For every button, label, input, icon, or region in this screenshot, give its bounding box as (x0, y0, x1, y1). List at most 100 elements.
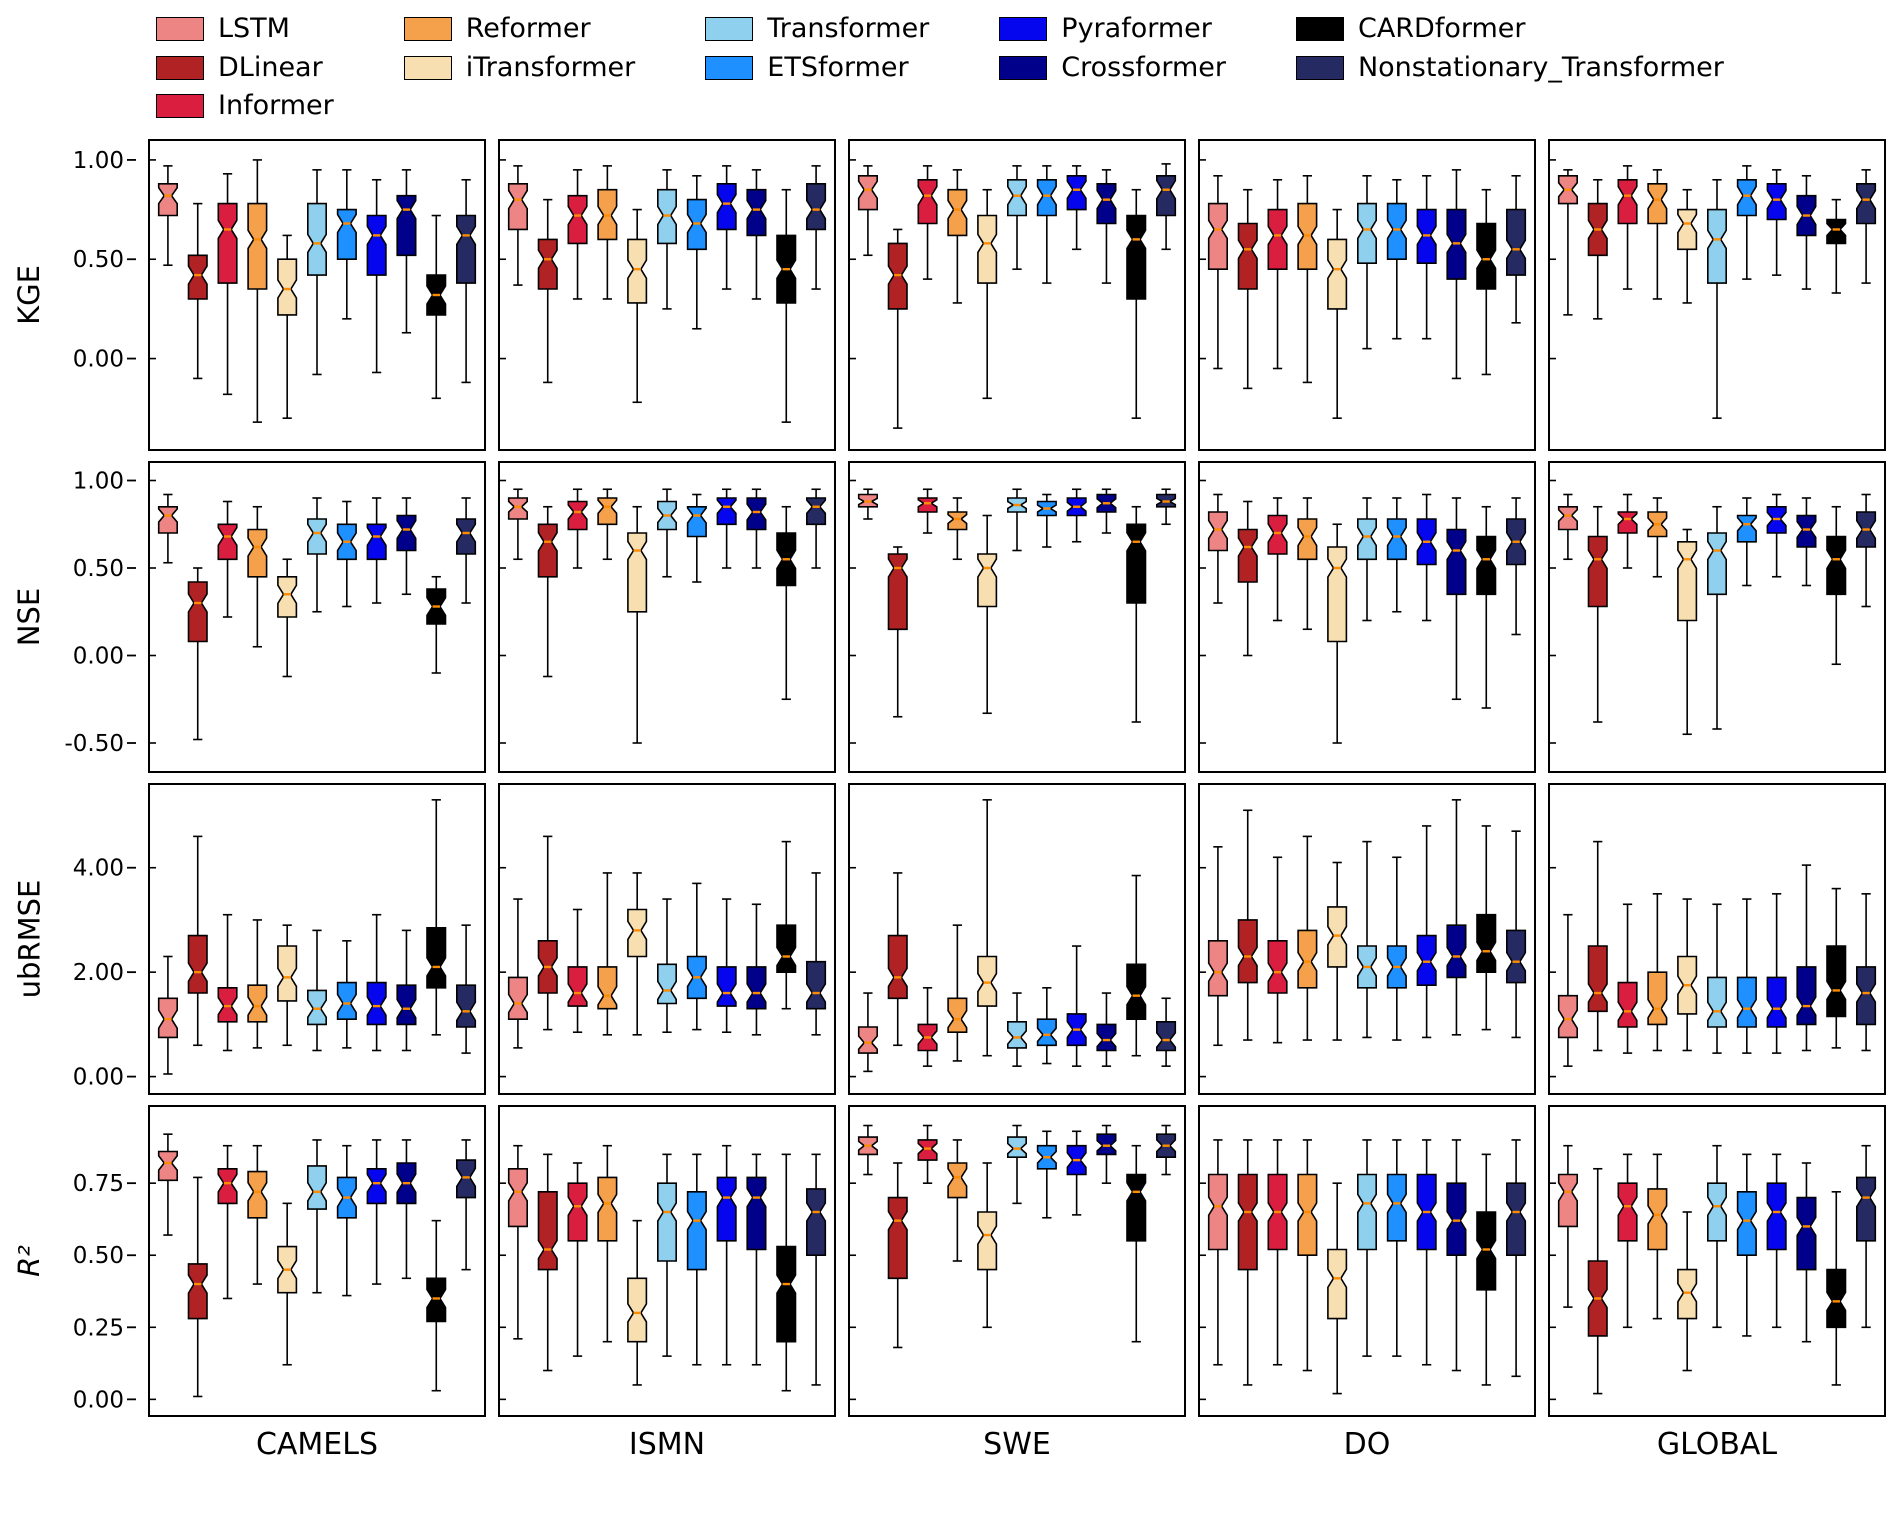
box-Transformer-KGE-SWE (1007, 165, 1027, 271)
box-ETSformer-KGE-CAMELS (336, 169, 357, 320)
yaxis-ubRMSE: 4.00 2.00 0.00 (73, 856, 136, 1091)
legend-label: CARDformer (1357, 13, 1526, 44)
legend-column: Pyraformer Crossformer (999, 14, 1226, 121)
box-Reformer-ubRMSE-SWE (947, 924, 968, 1062)
box-iTransformer-NSE-DO (1327, 523, 1348, 744)
box-iTransformer-KGE-DO (1327, 208, 1348, 420)
box-Transformer-ubRMSE-GLOBAL (1707, 903, 1727, 1054)
box-CARDformer-NSE-ISMN (776, 506, 797, 701)
panel-KGE-GLOBAL (1548, 139, 1886, 452)
box-CARDformer-KGE-SWE (1126, 188, 1147, 420)
box-CARDformer-R2-GLOBAL (1826, 1191, 1847, 1386)
box-Nonstationary_Transformer-ubRMSE-ISMN (805, 872, 827, 1036)
box-Informer-R2-CAMELS (217, 1144, 238, 1300)
box-ETSformer-R2-ISMN (686, 1153, 707, 1366)
panel-NSE-DO (1198, 461, 1536, 774)
box-iTransformer-KGE-GLOBAL (1677, 188, 1698, 304)
box-Reformer-NSE-ISMN (597, 488, 618, 561)
legend-swatch-pyraformer (999, 16, 1048, 41)
box-Nonstationary_Transformer-R2-SWE (1155, 1124, 1177, 1176)
box-ETSformer-ubRMSE-CAMELS (336, 940, 357, 1049)
ytick-label: 0.00 (73, 347, 124, 373)
box-iTransformer-R2-SWE (977, 1162, 998, 1329)
box-LSTM-KGE-CAMELS (157, 165, 179, 267)
box-ETSformer-NSE-SWE (1036, 493, 1057, 548)
panel-R2-GLOBAL (1548, 1105, 1886, 1418)
box-Transformer-R2-CAMELS (307, 1139, 327, 1294)
box-ETSformer-KGE-DO (1386, 179, 1407, 340)
box-ETSformer-NSE-ISMN (686, 493, 707, 583)
dataset-label-do: DO (1343, 1427, 1391, 1463)
panel-ubRMSE-GLOBAL (1548, 783, 1886, 1096)
panel-KGE-CAMELS (148, 139, 486, 452)
box-Reformer-R2-CAMELS (247, 1144, 268, 1285)
box-LSTM-NSE-GLOBAL (1557, 493, 1579, 561)
legend-item-pyraformer: Pyraformer (999, 14, 1226, 44)
box-DLinear-R2-ISMN (537, 1153, 558, 1372)
box-Nonstationary_Transformer-KGE-GLOBAL (1855, 169, 1877, 284)
box-Reformer-NSE-SWE (947, 497, 968, 561)
box-DLinear-R2-CAMELS (187, 1176, 208, 1398)
box-LSTM-KGE-DO (1207, 175, 1229, 370)
box-Informer-ubRMSE-CAMELS (217, 913, 238, 1052)
box-Reformer-R2-ISMN (597, 1144, 618, 1343)
panel-KGE-DO (1198, 139, 1536, 452)
box-DLinear-ubRMSE-ISMN (537, 835, 558, 1031)
box-DLinear-ubRMSE-GLOBAL (1587, 840, 1608, 1052)
box-DLinear-R2-DO (1237, 1139, 1258, 1386)
box-ETSformer-ubRMSE-DO (1386, 856, 1407, 1041)
panel-NSE-CAMELS (148, 461, 486, 774)
box-Informer-ubRMSE-ISMN (567, 908, 588, 1034)
legend-swatch-transformer (705, 16, 754, 41)
legend-item-itransformer: iTransformer (403, 51, 636, 83)
box-Pyraformer-KGE-DO (1416, 175, 1437, 340)
box-Nonstationary_Transformer-NSE-SWE (1155, 488, 1177, 526)
box-Transformer-ubRMSE-DO (1357, 840, 1377, 1039)
boxplot-svg-ubRMSE-ISMN (498, 783, 836, 1096)
box-Transformer-ubRMSE-CAMELS (307, 929, 327, 1052)
box-LSTM-R2-CAMELS (157, 1133, 179, 1236)
box-Reformer-NSE-GLOBAL (1647, 497, 1668, 578)
boxplot-svg-R2-SWE (848, 1105, 1186, 1418)
panel-R2-DO (1198, 1105, 1536, 1418)
box-Reformer-KGE-ISMN (597, 165, 618, 300)
box-iTransformer-KGE-SWE (977, 188, 998, 400)
boxplot-svg-NSE-ISMN (498, 461, 836, 774)
box-iTransformer-ubRMSE-DO (1327, 861, 1348, 1041)
dataset-labels: CAMELS ISMN SWE DO GLOBAL (6, 1427, 1892, 1462)
box-Pyraformer-KGE-ISMN (716, 165, 737, 290)
box-Crossformer-NSE-SWE (1096, 488, 1117, 534)
box-Informer-R2-ISMN (567, 1162, 588, 1357)
ytick-label: 2.00 (73, 960, 124, 986)
box-DLinear-ubRMSE-SWE (887, 872, 908, 1047)
box-LSTM-KGE-GLOBAL (1557, 169, 1579, 316)
box-Informer-R2-SWE (917, 1124, 938, 1185)
box-ETSformer-ubRMSE-GLOBAL (1736, 898, 1757, 1054)
ytick-label: 0.00 (73, 1065, 124, 1091)
metric-label-nse: NSE (12, 587, 46, 647)
legend-swatch-etsformer (705, 55, 754, 80)
panel-ubRMSE-SWE (848, 783, 1186, 1096)
box-Reformer-KGE-GLOBAL (1647, 169, 1668, 300)
row-nse: NSE 1.00 0.50 0.00 -0.50 (6, 461, 1892, 774)
ytick-label: 0.50 (73, 247, 124, 273)
box-Reformer-KGE-SWE (947, 169, 968, 304)
box-DLinear-KGE-GLOBAL (1587, 179, 1608, 320)
box-Crossformer-KGE-ISMN (746, 169, 767, 300)
boxplot-svg-KGE-ISMN (498, 139, 836, 452)
box-Informer-R2-GLOBAL (1617, 1153, 1638, 1329)
box-Transformer-R2-ISMN (657, 1153, 677, 1357)
ytick-label: 4.00 (73, 856, 124, 882)
box-iTransformer-KGE-CAMELS (277, 234, 298, 420)
box-ETSformer-NSE-GLOBAL (1736, 497, 1757, 587)
box-ETSformer-R2-CAMELS (336, 1144, 357, 1297)
boxplot-svg-NSE-SWE (848, 461, 1186, 774)
legend-label: iTransformer (465, 51, 636, 83)
legend-swatch-dlinear (156, 55, 204, 80)
boxplot-svg-KGE-GLOBAL (1548, 139, 1886, 452)
row-kge: KGE 1.00 0.50 0.00 (6, 139, 1892, 452)
box-iTransformer-R2-ISMN (627, 1219, 648, 1386)
box-CARDformer-KGE-GLOBAL (1826, 198, 1847, 294)
box-Crossformer-ubRMSE-SWE (1096, 992, 1117, 1068)
legend-label: Informer (218, 90, 334, 122)
